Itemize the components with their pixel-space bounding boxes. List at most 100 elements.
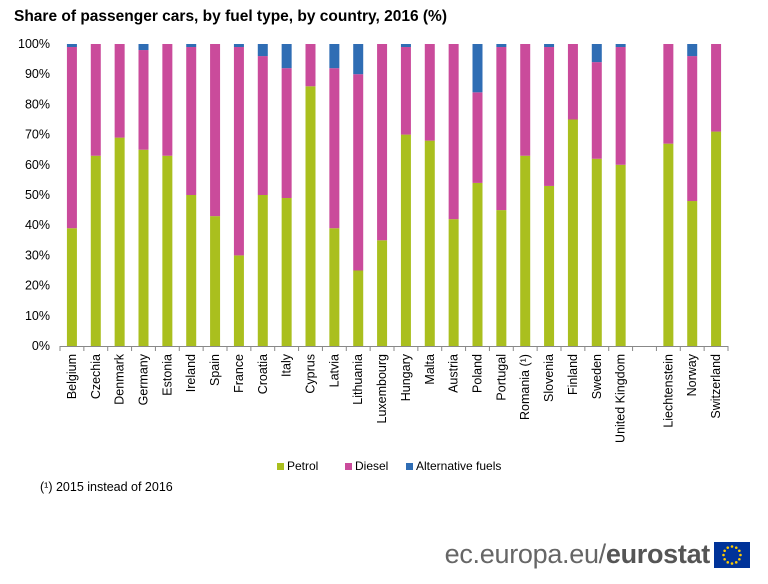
bar-diesel — [257, 56, 268, 195]
bar-petrol — [162, 155, 173, 346]
x-category-label: Cyprus — [304, 354, 318, 394]
bar-petrol — [400, 134, 411, 346]
bar-diesel — [711, 44, 722, 132]
bar-alternative — [329, 44, 340, 69]
brand-prefix: ec.europa.eu/ — [444, 539, 607, 569]
bar-diesel — [138, 50, 149, 150]
flag-star — [723, 557, 726, 561]
bar-alternative — [544, 44, 555, 48]
bar-diesel — [520, 44, 531, 156]
stacked-bar-chart: 0% 10% 20% 30% 40% 50% 60% 70% 80% 90% 100% Belgiu… — [18, 37, 729, 473]
flag-star — [734, 545, 738, 549]
bar-petrol — [281, 198, 292, 346]
bar-petrol — [615, 164, 626, 346]
bar-petrol — [496, 210, 507, 346]
flag-star — [726, 560, 730, 564]
y-tick-label: 70% — [25, 128, 50, 142]
legend-swatch-alternative — [406, 463, 413, 470]
y-tick-label: 50% — [25, 188, 50, 202]
bar-diesel — [400, 47, 411, 135]
flag-star — [734, 560, 738, 564]
bar-diesel — [186, 47, 197, 195]
x-category-label: Finland — [566, 354, 580, 395]
y-tick-label: 10% — [25, 309, 50, 323]
x-category-label: Austria — [447, 354, 461, 393]
bar-diesel — [663, 44, 674, 144]
bar-alternative — [687, 44, 698, 57]
eurostat-logo[interactable]: ec.europa.eu/eurostat — [445, 539, 750, 570]
x-category-label: United Kingdom — [614, 354, 628, 443]
legend-swatch-petrol — [277, 463, 284, 470]
y-axis: 0% 10% 20% 30% 40% 50% 60% 70% 80% 90% 100% — [18, 37, 729, 353]
x-category-label: Hungary — [399, 353, 413, 401]
bar-alternative — [233, 44, 244, 48]
y-tick-label: 20% — [25, 279, 50, 293]
bar-petrol — [711, 131, 722, 346]
bar-diesel — [90, 44, 101, 156]
x-category-label: Malta — [423, 354, 437, 385]
legend-swatch-diesel — [345, 463, 352, 470]
flag-star — [723, 548, 726, 552]
x-category-label: Italy — [280, 353, 294, 377]
bar-petrol — [520, 155, 531, 346]
bar-diesel — [472, 92, 483, 183]
x-category-label: Romania (¹) — [518, 354, 532, 420]
bar-alternative — [257, 44, 268, 57]
bar-diesel — [377, 44, 388, 241]
flag-star — [738, 548, 741, 552]
bar-alternative — [496, 44, 507, 48]
bar-petrol — [66, 228, 77, 346]
bar-alternative — [66, 44, 77, 48]
legend-label-alternative: Alternative fuels — [416, 459, 501, 473]
bar-alternative — [615, 44, 626, 48]
x-category-label: Estonia — [160, 354, 174, 396]
bar-diesel — [233, 47, 244, 256]
bar-petrol — [567, 119, 578, 346]
x-category-label: Slovenia — [542, 354, 556, 402]
x-category-label: Belgium — [65, 354, 79, 399]
bar-diesel — [353, 74, 364, 271]
bar-petrol — [687, 201, 698, 346]
x-category-label: Latvia — [327, 354, 341, 387]
y-tick-label: 0% — [32, 339, 50, 353]
bar-diesel — [329, 68, 340, 229]
x-axis-labels: Belgium Czechia Denmark Germany Estonia Irela… — [65, 353, 723, 443]
flag-star — [739, 553, 742, 556]
y-tick-label: 60% — [25, 158, 50, 172]
bar-petrol — [544, 185, 555, 346]
y-tick-label: 40% — [25, 218, 50, 232]
bar-diesel — [544, 47, 555, 186]
footnote: (¹) 2015 instead of 2016 — [40, 480, 173, 494]
y-tick-label: 80% — [25, 97, 50, 111]
x-category-label: Czechia — [89, 354, 103, 399]
bar-alternative — [400, 44, 411, 48]
bar-diesel — [496, 47, 507, 211]
x-category-label: Spain — [208, 354, 222, 386]
x-category-label: Portugal — [494, 354, 508, 401]
bar-petrol — [186, 195, 197, 346]
x-category-label: Switzerland — [709, 354, 723, 419]
bar-alternative — [138, 44, 149, 51]
bar-alternative — [472, 44, 483, 93]
bar-diesel — [162, 44, 173, 156]
x-category-label: Lithuania — [351, 354, 365, 405]
bar-petrol — [448, 219, 459, 346]
bar-alternative — [186, 44, 197, 48]
bar-petrol — [138, 149, 149, 346]
flag-star — [730, 544, 734, 548]
bar-petrol — [353, 270, 364, 346]
bar-petrol — [257, 195, 268, 346]
bar-diesel — [424, 44, 435, 141]
legend-label-petrol: Petrol — [287, 459, 318, 473]
bar-petrol — [233, 255, 244, 346]
bar-petrol — [591, 158, 602, 346]
y-tick-label: 90% — [25, 67, 50, 81]
bar-petrol — [90, 155, 101, 346]
bar-diesel — [305, 44, 316, 87]
x-category-label: Norway — [685, 353, 699, 396]
bar-petrol — [377, 240, 388, 346]
bar-diesel — [281, 68, 292, 199]
bars — [66, 44, 722, 346]
bar-diesel — [615, 47, 626, 165]
x-category-label: Luxembourg — [375, 354, 389, 424]
